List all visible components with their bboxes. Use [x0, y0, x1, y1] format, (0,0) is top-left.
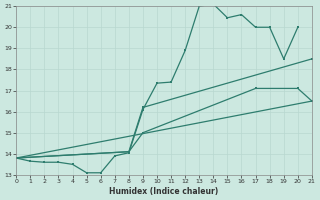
X-axis label: Humidex (Indice chaleur): Humidex (Indice chaleur)	[109, 187, 219, 196]
